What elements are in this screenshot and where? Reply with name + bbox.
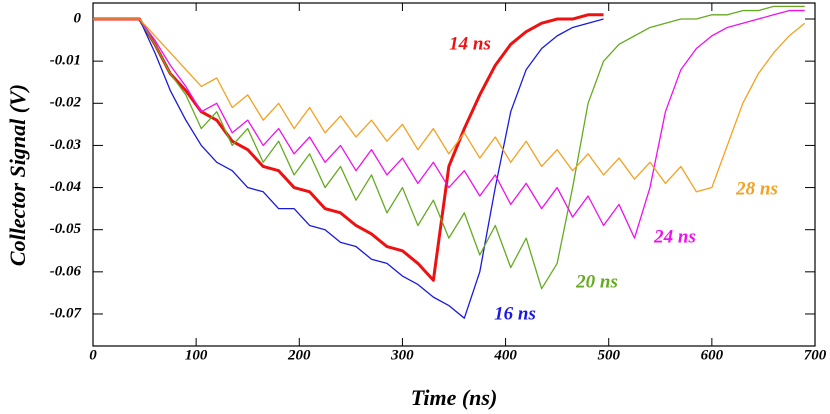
x-tick-label: 600: [701, 347, 724, 363]
y-tick-label: -0.01: [50, 53, 81, 69]
x-tick-label: 500: [597, 347, 620, 363]
series-label: 14 ns: [449, 33, 491, 54]
y-tick-label: -0.03: [50, 137, 82, 153]
x-tick-label: 700: [804, 347, 827, 363]
y-tick-label: -0.07: [50, 305, 82, 321]
y-tick-label: 0: [74, 10, 82, 26]
series-label: 28 ns: [735, 178, 778, 199]
series-label: 16 ns: [494, 303, 536, 324]
x-tick-label: 400: [493, 347, 517, 363]
series-line: [93, 5, 805, 290]
series-label: 24 ns: [653, 226, 696, 247]
y-tick-label: -0.02: [50, 95, 82, 111]
series-line: [93, 13, 604, 282]
y-tick-label: -0.06: [50, 263, 82, 279]
y-axis-title: Collector Signal (V): [5, 84, 30, 266]
y-tick-label: -0.04: [50, 179, 82, 195]
plot-frame: [92, 2, 816, 347]
x-tick-label: 300: [390, 347, 414, 363]
series-line: [93, 18, 604, 319]
x-axis-title: Time (ns): [411, 385, 498, 410]
series-line: [93, 18, 806, 193]
x-tick-label: 0: [89, 347, 97, 363]
y-tick-label: -0.05: [50, 221, 82, 237]
x-tick-label: 200: [287, 347, 311, 363]
series-label: 20 ns: [575, 271, 618, 292]
series-line: [93, 9, 805, 239]
x-tick-label: 100: [185, 347, 208, 363]
